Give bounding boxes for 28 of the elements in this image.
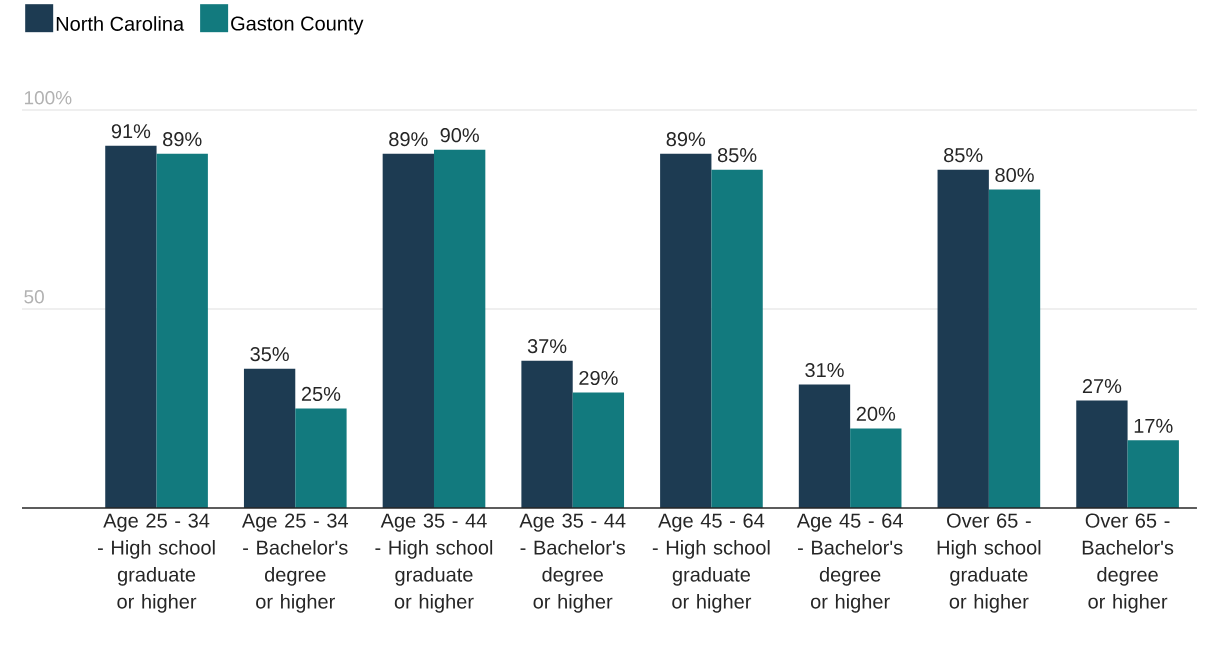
x-tick-label: Age 45 - 64 - Bachelor's degree or higher bbox=[796, 513, 903, 613]
x-tick-label: Age 35 - 44 - High school graduate or higher bbox=[375, 513, 493, 613]
data-label: 37% bbox=[527, 339, 567, 354]
data-label: 85% bbox=[717, 148, 757, 163]
data-label: 35% bbox=[250, 347, 289, 362]
data-label: 80% bbox=[995, 167, 1034, 183]
data-label: 89% bbox=[389, 132, 428, 147]
x-tick-label: Over 65 - High school graduate or higher bbox=[937, 513, 1041, 613]
x-tick-label: Over 65 - Bachelor's degree or higher bbox=[1082, 513, 1174, 613]
data-label: 89% bbox=[666, 132, 706, 147]
data-label: 17% bbox=[1134, 418, 1173, 433]
x-tick-label: Age 45 - 64 - High school graduate or higher bbox=[652, 513, 770, 613]
data-label: 91% bbox=[111, 124, 151, 139]
legend-label: Gaston County bbox=[231, 16, 364, 35]
x-tick-label: Age 25 - 34 - Bachelor's degree or higher bbox=[241, 513, 349, 613]
y-tick-label: 100% bbox=[24, 91, 72, 105]
y-tick-label: 50 bbox=[24, 290, 44, 304]
x-tick-label: Age 25 - 34 - High school graduate or higher bbox=[97, 513, 215, 613]
data-label: 89% bbox=[163, 132, 202, 147]
data-label: 31% bbox=[805, 362, 844, 378]
data-label: 29% bbox=[579, 370, 618, 386]
data-label: 85% bbox=[944, 148, 983, 163]
x-tick-label: Age 35 - 44 - Bachelor's degree or higher bbox=[519, 513, 626, 613]
data-label: 27% bbox=[1082, 378, 1122, 394]
legend-label: North Carolina bbox=[56, 16, 185, 31]
data-label: 90% bbox=[440, 128, 479, 143]
data-label: 20% bbox=[856, 406, 896, 421]
data-label: 25% bbox=[301, 386, 341, 401]
